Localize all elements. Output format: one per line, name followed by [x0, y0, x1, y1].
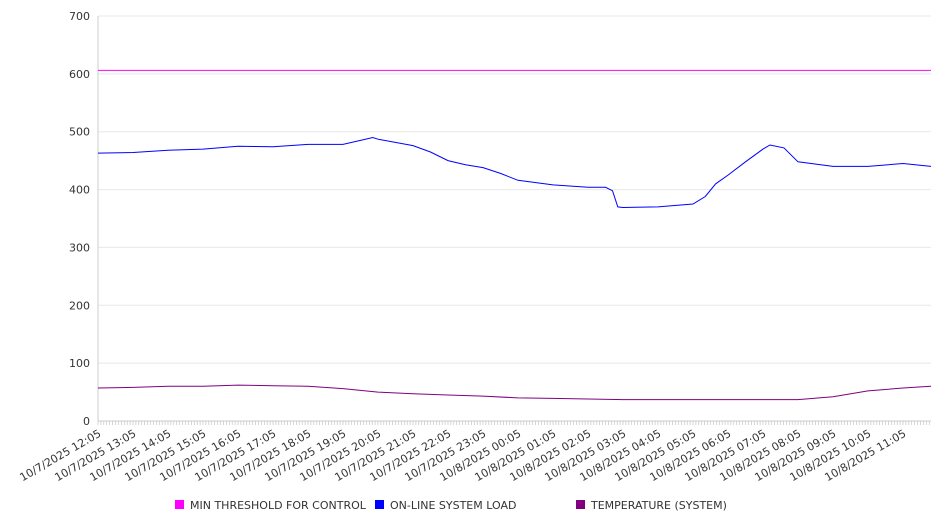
y-tick-label: 100 — [69, 357, 90, 370]
y-tick-label: 300 — [69, 241, 90, 254]
legend-label: ON-LINE SYSTEM LOAD — [390, 499, 516, 512]
legend-swatch — [375, 500, 384, 509]
y-tick-label: 200 — [69, 299, 90, 312]
series-line-temperature-system — [97, 384, 932, 401]
y-tick-label: 700 — [69, 10, 90, 23]
y-tick-label: 600 — [69, 68, 90, 81]
series-line-on-line-system-load — [97, 136, 932, 209]
y-tick-label: 400 — [69, 184, 90, 197]
series-lines — [97, 69, 932, 401]
y-tick-label: 0 — [83, 415, 90, 428]
legend-label: MIN THRESHOLD FOR CONTROL — [190, 499, 367, 512]
legend-label: TEMPERATURE (SYSTEM) — [590, 499, 727, 512]
legend-swatch — [576, 500, 585, 509]
grid — [98, 15, 931, 364]
legend-swatch — [175, 500, 184, 509]
y-tick-label: 500 — [69, 126, 90, 139]
legend: MIN THRESHOLD FOR CONTROL ON-LINE SYSTEM … — [175, 499, 727, 512]
